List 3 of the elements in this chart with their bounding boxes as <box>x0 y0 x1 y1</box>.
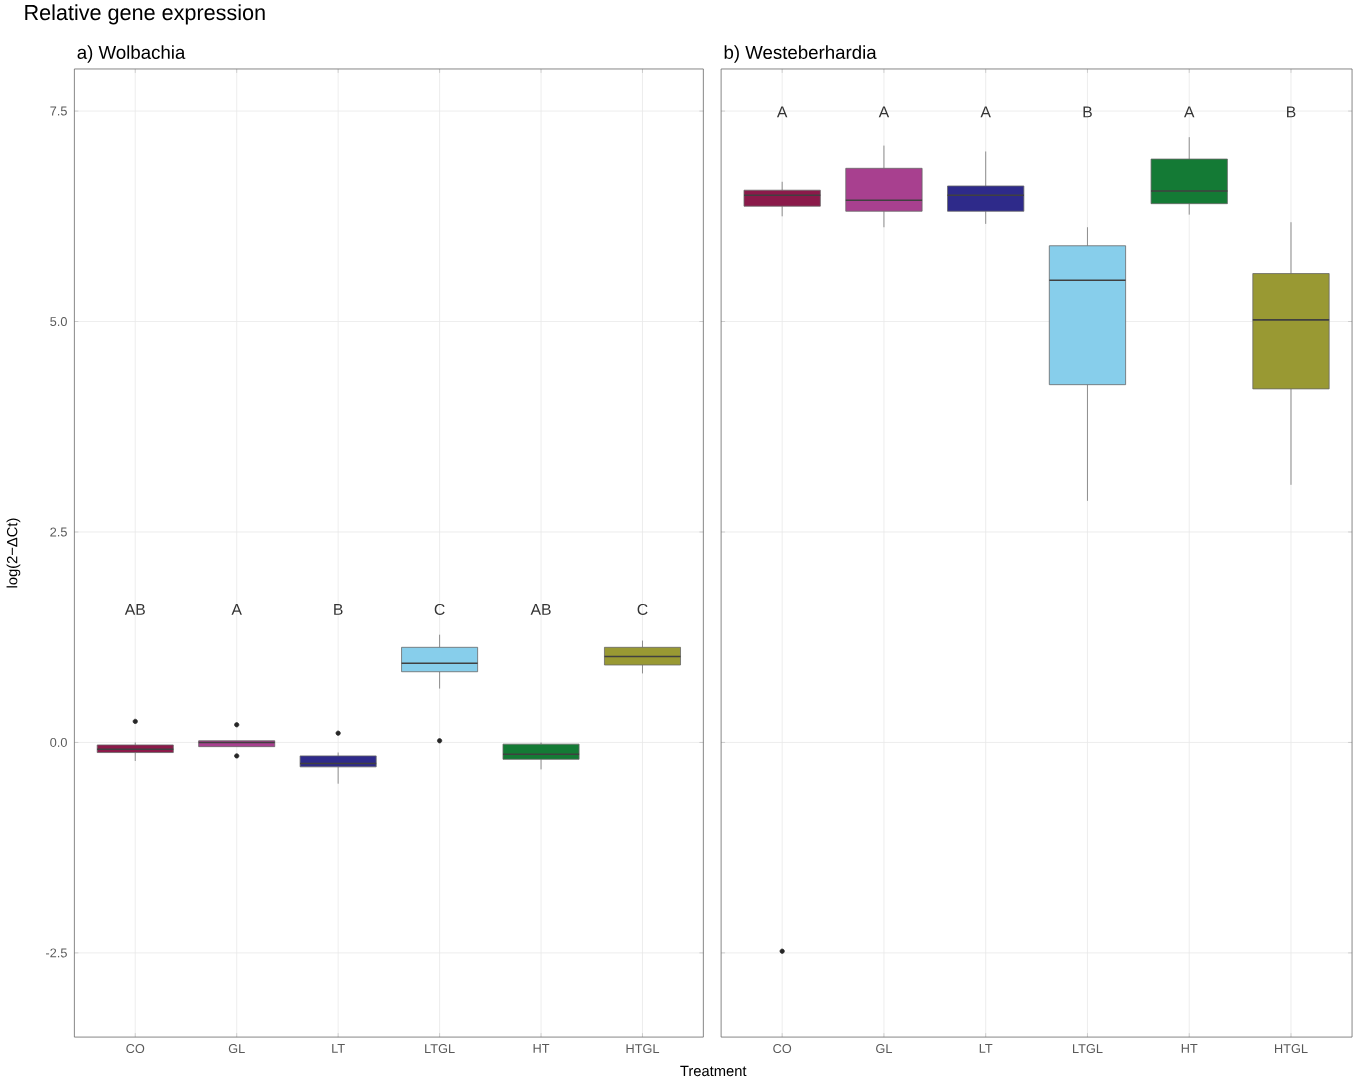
chart-title: Relative gene expression <box>25 4 265 25</box>
chart-title: b) Westeberhardia <box>724 45 877 63</box>
chart-subtitle: a) Wolbachia <box>77 45 186 63</box>
